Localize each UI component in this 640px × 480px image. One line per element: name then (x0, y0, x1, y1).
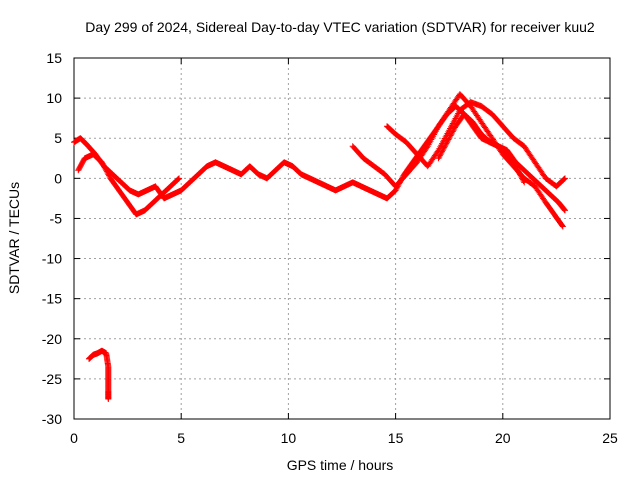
data-point (519, 176, 526, 183)
series-track-4 (384, 99, 568, 190)
data-point (446, 133, 453, 140)
data-point (561, 207, 568, 214)
x-tick-label: 20 (495, 430, 511, 446)
data-point (435, 155, 442, 162)
x-tick-label: 25 (602, 430, 618, 446)
series-track-2 (75, 151, 183, 218)
y-tick-label: -10 (42, 251, 62, 267)
data-point (449, 129, 456, 136)
data-point (449, 128, 456, 135)
data-point (103, 168, 110, 175)
data-point (560, 206, 567, 213)
data-point (514, 165, 521, 172)
data-point (451, 125, 458, 132)
data-point (448, 131, 455, 138)
data-point (561, 206, 568, 213)
data-point (520, 178, 527, 185)
y-tick-label: 5 (54, 130, 62, 146)
data-point (175, 176, 182, 183)
data-point (447, 132, 454, 139)
data-point (101, 163, 108, 170)
data-point (102, 165, 109, 172)
data-point (516, 169, 523, 176)
axis-ticks: 0 5 10 15 20 25 15 10 5 0 -5 -10 -15 -20 -25 -30 (42, 50, 618, 446)
data-points (71, 91, 568, 402)
data-point (441, 143, 448, 150)
data-point (103, 167, 110, 174)
data-point (104, 169, 111, 176)
y-tick-label: -5 (50, 210, 63, 226)
data-point (440, 145, 447, 152)
x-tick-label: 15 (388, 430, 404, 446)
data-point (439, 148, 446, 155)
x-tick-label: 0 (70, 430, 78, 446)
y-tick-label: 15 (46, 50, 62, 66)
y-tick-label: -20 (42, 331, 62, 347)
y-tick-label: -30 (42, 411, 62, 427)
data-point (444, 137, 451, 144)
data-point (559, 223, 566, 230)
data-point (514, 167, 521, 174)
x-tick-label: 10 (281, 430, 297, 446)
data-point (437, 151, 444, 158)
chart-title: Day 299 of 2024, Sidereal Day-to-day VTE… (85, 19, 595, 35)
data-point (559, 222, 566, 229)
data-point (516, 171, 523, 178)
y-tick-label: 0 (54, 170, 62, 186)
x-axis-title: GPS time / hours (287, 457, 394, 473)
data-point (518, 173, 525, 180)
data-point (441, 144, 448, 151)
data-point (444, 139, 451, 146)
data-point (105, 171, 112, 178)
data-point (106, 172, 113, 179)
data-point (100, 161, 107, 168)
data-point (176, 175, 183, 182)
data-point (560, 176, 567, 183)
data-point (561, 176, 568, 183)
series-track-1 (71, 103, 568, 214)
data-point (436, 152, 443, 159)
data-point (515, 168, 522, 175)
data-point (519, 175, 526, 182)
data-point (439, 147, 446, 154)
y-tick-label: -15 (42, 291, 62, 307)
y-tick-label: -25 (42, 371, 62, 387)
data-point (442, 141, 449, 148)
data-point (438, 149, 445, 156)
data-point (521, 179, 528, 186)
data-point (98, 159, 105, 166)
data-point (512, 163, 519, 170)
data-point (450, 127, 457, 134)
data-point (445, 136, 452, 143)
data-point (423, 144, 430, 151)
data-point (99, 160, 106, 167)
x-tick-label: 5 (177, 430, 185, 446)
data-point (101, 164, 108, 171)
y-axis-title: SDTVAR / TECUs (6, 182, 22, 294)
data-point (513, 164, 520, 171)
data-point (105, 395, 112, 402)
grid-lines (74, 58, 610, 419)
data-point (561, 175, 568, 182)
series-track-5 (435, 111, 528, 186)
data-point (443, 140, 450, 147)
data-point (174, 176, 181, 183)
plot-frame (73, 57, 611, 420)
data-point (446, 135, 453, 142)
data-point (517, 172, 524, 179)
data-point (436, 153, 443, 160)
series-track-6 (86, 347, 112, 402)
y-tick-label: 10 (46, 90, 62, 106)
